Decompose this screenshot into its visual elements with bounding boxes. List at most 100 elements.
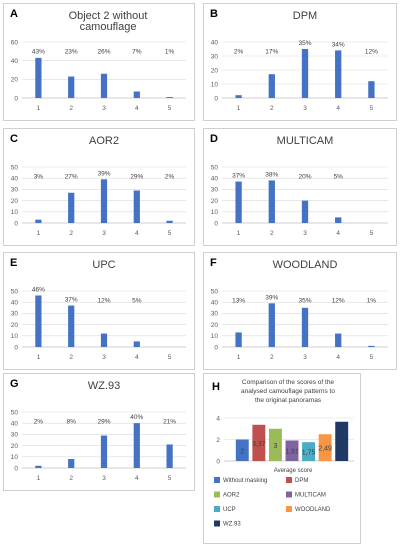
y-tick-label: 50 [11, 409, 19, 416]
y-tick-label: 40 [11, 421, 19, 428]
y-tick-label: 0 [14, 465, 18, 472]
y-tick-label: 40 [211, 300, 219, 307]
bar [68, 192, 75, 223]
x-tick-label: 5 [168, 105, 172, 112]
data-label: 7% [132, 49, 142, 56]
data-label: 34% [332, 41, 345, 48]
legend-label: MULTICAM [295, 493, 326, 499]
y-tick-label: 40 [11, 300, 19, 307]
y-tick-label: 0 [216, 458, 220, 465]
y-tick-label: 40 [211, 39, 219, 46]
data-label: 37% [232, 173, 245, 180]
y-tick-label: 0 [214, 95, 218, 102]
panel-letter: H [212, 381, 220, 393]
chart-svg-H: H Comparison of the scores of the analysed… [212, 379, 354, 528]
y-tick-label: 0 [214, 220, 218, 227]
bar [166, 220, 173, 223]
legend-label: Without masking [223, 478, 267, 484]
data-label: 2% [234, 49, 244, 56]
bar [301, 200, 309, 223]
bar [335, 50, 342, 98]
x-tick-label: 3 [303, 105, 307, 112]
y-tick-label: 2 [216, 437, 220, 444]
chart-svg-E: E UPC 0 10 20 30 40 50 1 46% 2 37% 3 12% 4 5% 5 [10, 257, 186, 361]
y-tick-label: 0 [14, 95, 18, 102]
chart-panel-F: F WOODLAND 0 10 20 30 40 50 1 13% 2 39% 3 35% 4 12% 5 1% [203, 252, 397, 370]
y-tick-label: 50 [211, 288, 219, 295]
chart-panel-H: H Comparison of the scores of the analysed… [203, 373, 361, 544]
x-tick-label: 1 [37, 230, 41, 237]
bar [268, 428, 282, 461]
legend-label: AOR2 [223, 493, 240, 499]
y-tick-label: 0 [14, 220, 18, 227]
bar [100, 435, 108, 468]
y-tick-label: 30 [211, 311, 219, 318]
data-label: 12% [97, 298, 110, 305]
bar [35, 219, 42, 223]
chart-title: WZ.93 [88, 380, 120, 392]
data-label: 29% [130, 174, 143, 181]
data-label: 26% [97, 49, 110, 56]
data-label: 20% [298, 174, 311, 181]
x-tick-label: 3 [102, 354, 106, 361]
x-tick-label: 3 [303, 230, 307, 237]
data-label: 39% [97, 170, 110, 177]
bar [235, 95, 242, 98]
data-label: 1% [165, 49, 175, 56]
y-tick-label: 30 [11, 187, 19, 194]
bar [301, 49, 309, 98]
bar [35, 57, 42, 98]
y-tick-label: 4 [216, 415, 220, 422]
y-tick-label: 30 [11, 432, 19, 439]
y-tick-label: 20 [211, 67, 219, 74]
y-tick-label: 50 [211, 164, 219, 171]
data-label: 5% [333, 174, 343, 181]
legend-swatch [214, 520, 220, 527]
chart-title: camouflage [80, 21, 137, 33]
x-tick-label: 4 [135, 230, 139, 237]
data-label: 27% [65, 174, 78, 181]
chart-svg-C: C AOR2 0 10 20 30 40 50 1 3% 2 27% 3 39% 4 29% 5 2% [10, 133, 186, 237]
x-tick-label: 1 [237, 105, 241, 112]
chart-svg-F: F WOODLAND 0 10 20 30 40 50 1 13% 2 39% 3 35% 4 12% 5 1% [210, 257, 388, 361]
x-tick-label: 3 [102, 105, 106, 112]
x-tick-label: 4 [135, 475, 139, 482]
bar [302, 442, 316, 461]
bar [133, 423, 140, 468]
chart-panel-E: E UPC 0 10 20 30 40 50 1 46% 2 37% 3 12% 4 5% 5 [3, 252, 195, 370]
data-label: 43% [32, 49, 45, 56]
legend-swatch [214, 477, 220, 483]
x-tick-label: 2 [270, 354, 274, 361]
x-tick-label: 5 [370, 354, 374, 361]
data-label: 21% [163, 419, 176, 426]
x-tick-label: 5 [370, 230, 374, 237]
x-tick-label: 1 [37, 354, 41, 361]
panel-letter: F [210, 257, 217, 269]
legend-label: WOODLAND [295, 507, 331, 513]
bar [318, 434, 332, 461]
x-tick-label: 4 [336, 354, 340, 361]
data-label: 3 [273, 443, 277, 450]
x-tick-label: 3 [102, 475, 106, 482]
chart-panel-B: B DPM 0 10 20 30 40 1 2% 2 17% 3 35% 4 34% 5 12% [203, 3, 397, 121]
x-tick-label: 2 [69, 230, 73, 237]
bar [133, 341, 140, 347]
x-tick-label: 3 [303, 354, 307, 361]
x-tick-label: 4 [135, 354, 139, 361]
legend-swatch [286, 491, 292, 498]
data-label: 2% [165, 174, 175, 181]
x-tick-label: 1 [237, 354, 241, 361]
chart-title: WOODLAND [273, 259, 338, 271]
y-tick-label: 40 [11, 58, 19, 65]
y-tick-label: 20 [11, 77, 19, 84]
bar [100, 179, 108, 223]
data-label: 2,49 [318, 446, 332, 453]
bar [335, 421, 349, 461]
data-label: 2% [34, 419, 44, 426]
panel-letter: D [210, 133, 218, 145]
bar [68, 305, 75, 347]
bar [100, 73, 108, 98]
x-tick-label: 5 [168, 354, 172, 361]
legend-label: DPM [295, 478, 308, 484]
